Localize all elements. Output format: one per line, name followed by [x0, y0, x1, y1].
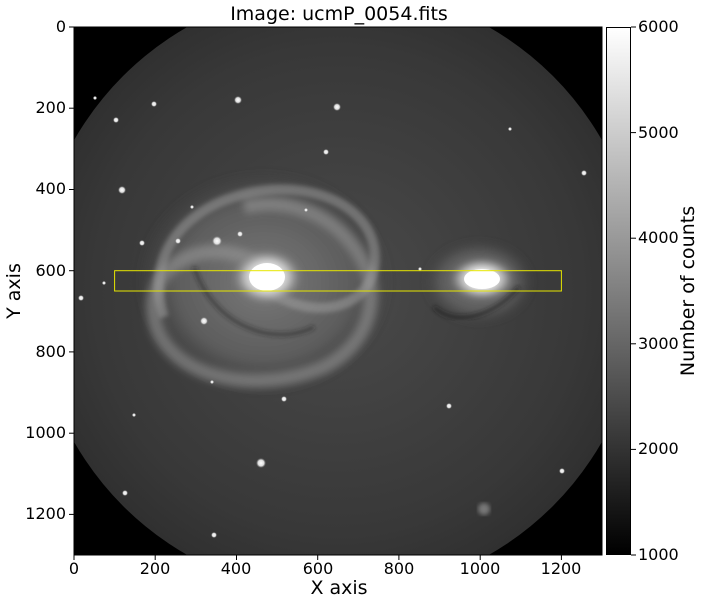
y-tick-marks: [69, 26, 74, 515]
x-tick-label: 0: [68, 559, 80, 578]
y-tick-label: 1200: [25, 504, 66, 523]
spiral-galaxy: [136, 170, 392, 394]
y-tick-label: 1000: [25, 423, 66, 442]
colorbar: [606, 27, 631, 555]
colorbar-tick-label: 4000: [638, 228, 679, 247]
colorbar-label: Number of counts: [677, 205, 699, 377]
star-field: [78, 96, 587, 538]
x-tick-label: 1200: [540, 559, 582, 578]
x-axis-label: X axis: [310, 577, 368, 599]
colorbar-tick-label: 1000: [638, 545, 679, 564]
y-axis-label: Y axis: [3, 263, 25, 319]
y-tick-label: 200: [35, 98, 66, 117]
y-tick-label: 600: [35, 261, 66, 280]
x-tick-label: 200: [139, 559, 171, 578]
highlight-box: [114, 270, 562, 292]
y-tick-label: 0: [55, 17, 66, 36]
faint-galaxy: [478, 503, 490, 515]
colorbar-tick-label: 5000: [638, 123, 679, 142]
y-tick-label: 400: [35, 179, 66, 198]
fits-image: [74, 27, 602, 555]
x-tick-label: 1000: [459, 559, 501, 578]
colorbar-tick-label: 3000: [638, 334, 679, 353]
colorbar-tick-label: 6000: [638, 17, 679, 36]
colorbar-tick-label: 2000: [638, 439, 679, 458]
x-tick-marks: [73, 555, 562, 560]
y-tick-label: 800: [35, 342, 66, 361]
x-tick-label: 400: [220, 559, 252, 578]
plot-title: Image: ucmP_0054.fits: [230, 3, 448, 25]
fits-image-plot: [74, 27, 602, 555]
x-tick-label: 600: [302, 559, 334, 578]
x-tick-label: 800: [383, 559, 415, 578]
colorbar-tick-marks: [631, 26, 636, 556]
